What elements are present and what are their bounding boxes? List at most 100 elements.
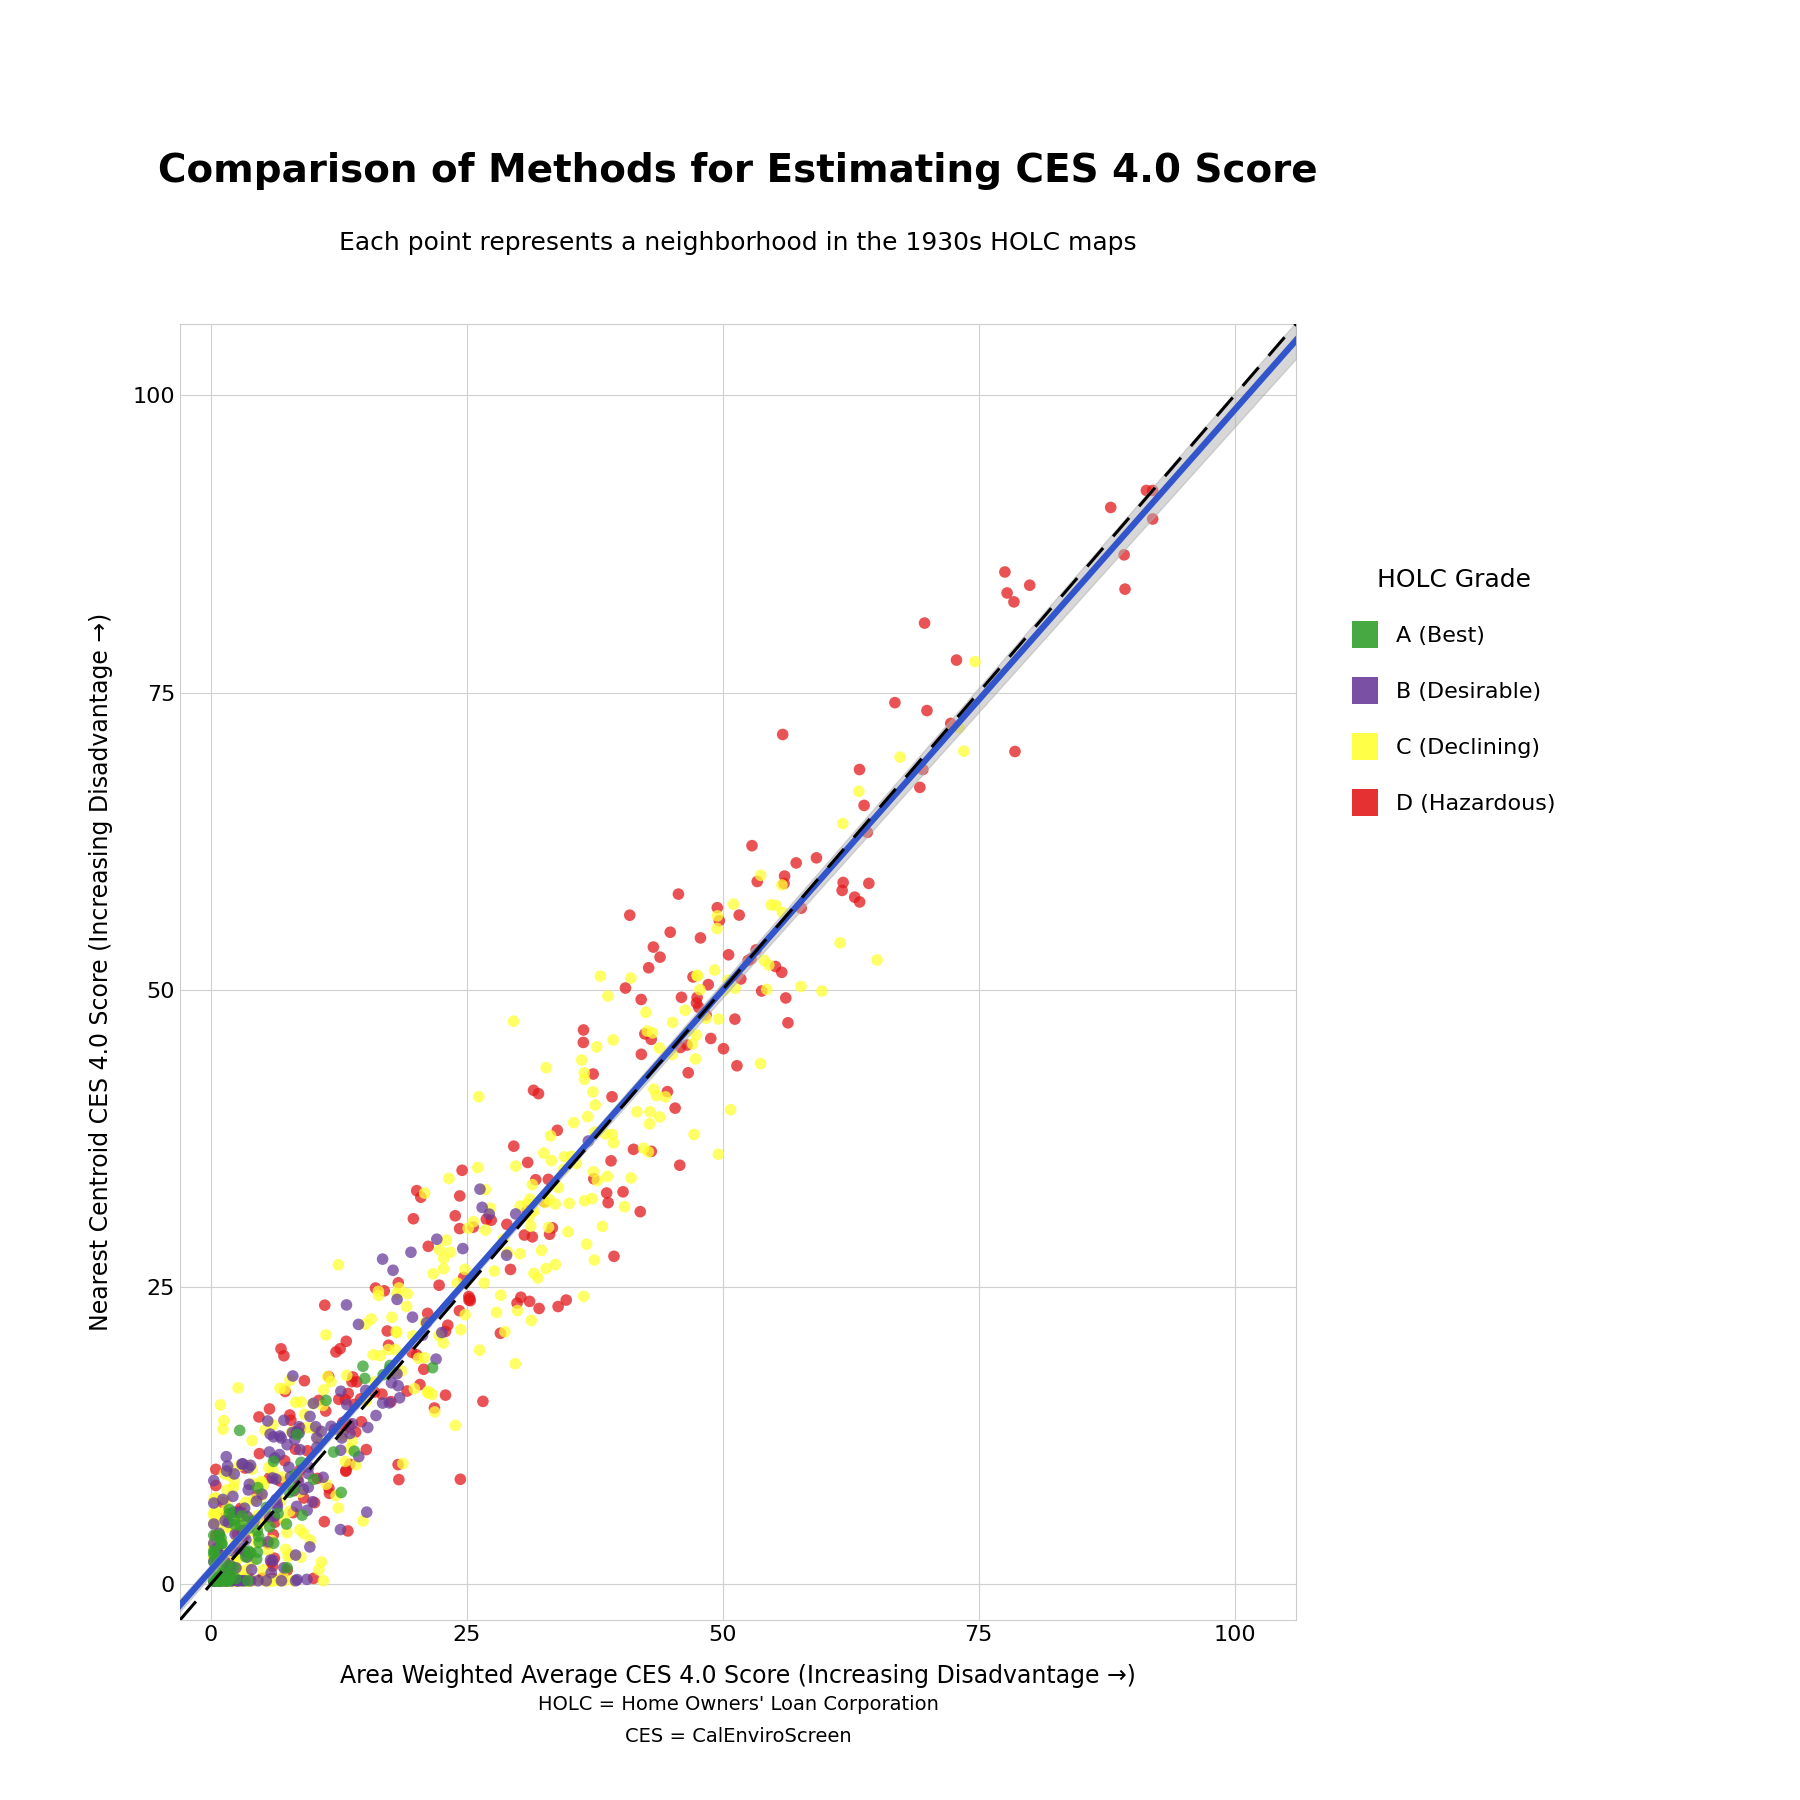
Point (639, 1075, 668, 1103)
Point (243, 1566, 272, 1595)
Point (328, 1408, 356, 1436)
Point (288, 1501, 317, 1530)
Point (517, 1307, 545, 1336)
Point (743, 868, 772, 896)
Point (205, 1519, 234, 1548)
Point (256, 1438, 284, 1467)
Point (256, 1503, 284, 1532)
Point (202, 1557, 230, 1586)
Point (230, 1454, 259, 1483)
Point (311, 1471, 340, 1499)
Point (220, 1510, 248, 1539)
Point (257, 1526, 286, 1555)
Point (418, 1354, 446, 1382)
Point (272, 1510, 301, 1539)
Point (245, 1521, 274, 1550)
Point (571, 1058, 599, 1087)
Point (1096, 493, 1125, 522)
Point (328, 1418, 356, 1447)
Point (220, 1474, 248, 1503)
Point (342, 1368, 371, 1397)
Point (221, 1566, 250, 1595)
Point (266, 1334, 295, 1363)
Point (599, 1026, 628, 1055)
Point (518, 1076, 547, 1105)
Point (293, 1453, 322, 1481)
Point (236, 1539, 265, 1568)
Point (212, 1499, 241, 1528)
Point (594, 981, 623, 1010)
Point (320, 1415, 349, 1444)
Point (374, 1330, 403, 1359)
Point (259, 1501, 288, 1530)
Point (229, 1566, 257, 1595)
Point (855, 869, 884, 898)
Point (274, 1543, 302, 1571)
Point (221, 1564, 250, 1593)
Point (207, 1523, 236, 1552)
Point (234, 1566, 263, 1595)
Point (398, 1321, 427, 1350)
Point (526, 1294, 554, 1323)
Point (245, 1528, 274, 1557)
Point (275, 1462, 304, 1490)
Point (223, 1555, 252, 1584)
Point (306, 1417, 335, 1445)
Point (286, 1388, 315, 1417)
Point (382, 1318, 410, 1346)
Point (360, 1377, 389, 1406)
Point (374, 1355, 403, 1384)
Point (486, 1282, 515, 1310)
Point (295, 1402, 324, 1431)
Point (261, 1465, 290, 1494)
Point (340, 1390, 369, 1418)
Point (270, 1377, 299, 1406)
Point (709, 1035, 738, 1064)
Point (506, 1240, 535, 1269)
Point (693, 970, 722, 999)
Point (772, 983, 801, 1012)
Point (328, 1478, 356, 1507)
Point (200, 1566, 229, 1595)
Point (634, 954, 662, 983)
Point (353, 1498, 382, 1526)
Point (266, 1566, 295, 1595)
Point (202, 1471, 230, 1499)
Point (506, 1192, 535, 1220)
Point (308, 1548, 337, 1577)
Point (655, 918, 684, 947)
Point (522, 1165, 551, 1193)
Point (500, 1350, 529, 1379)
Point (364, 1276, 392, 1305)
Point (295, 1526, 324, 1555)
Point (1138, 504, 1166, 533)
Point (284, 1467, 313, 1496)
Point (266, 1424, 295, 1453)
Point (216, 1512, 245, 1541)
Point (567, 1046, 596, 1075)
Point (256, 1566, 284, 1595)
Point (202, 1561, 230, 1589)
Point (472, 1175, 500, 1204)
Point (490, 1224, 518, 1253)
Point (252, 1566, 281, 1595)
Point (223, 1566, 252, 1595)
Point (209, 1489, 238, 1517)
Legend: A (Best), B (Desirable), C (Declining), D (Hazardous): A (Best), B (Desirable), C (Declining), … (1352, 569, 1555, 817)
Point (200, 1543, 229, 1571)
Point (333, 1517, 362, 1546)
Point (209, 1406, 238, 1435)
Point (362, 1400, 391, 1429)
Point (716, 1096, 745, 1125)
Point (936, 709, 965, 738)
Point (513, 1148, 542, 1177)
Point (310, 1291, 338, 1319)
Point (691, 1004, 720, 1033)
Point (232, 1543, 261, 1571)
Point (313, 1363, 342, 1391)
Point (425, 1321, 454, 1350)
Point (454, 1282, 482, 1310)
Point (382, 1318, 410, 1346)
Point (911, 608, 940, 637)
Point (335, 1409, 364, 1438)
